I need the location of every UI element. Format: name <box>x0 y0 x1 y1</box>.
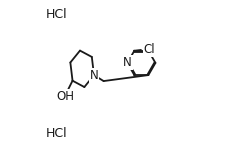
Text: OH: OH <box>56 90 74 103</box>
Text: HCl: HCl <box>46 8 67 21</box>
Text: N: N <box>122 56 131 69</box>
Text: Cl: Cl <box>143 44 155 57</box>
Text: N: N <box>89 69 98 82</box>
Text: HCl: HCl <box>46 127 67 140</box>
